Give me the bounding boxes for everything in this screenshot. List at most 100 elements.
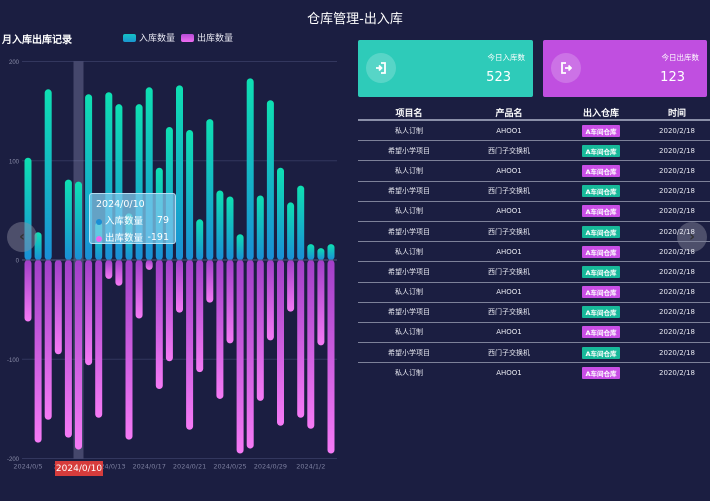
table-row[interactable]: 私人订制 AHOO1 A车间仓库 2020/2/18 (358, 283, 710, 303)
warehouse-badge: A车间仓库 (582, 367, 620, 380)
cell-time: 2020/2/18 (659, 328, 695, 337)
chart-canvas[interactable]: 2001000-100-2002024/0/52024/0/92024/0/13… (0, 50, 345, 480)
cell-product: 西门子交换机 (488, 146, 530, 155)
chart-tooltip: 2024/0/10 入库数量 79 出库数量 -191 (89, 193, 176, 244)
table-row[interactable]: 私人订制 AHOO1 A车间仓库 2020/2/18 (358, 121, 710, 142)
legend-label: 出库数量 (197, 34, 234, 44)
svg-text:2024/0/5: 2024/0/5 (13, 463, 42, 471)
cell-time: 2020/2/18 (659, 267, 695, 276)
cell-warehouse: A车间仓库 (558, 185, 644, 198)
cell-warehouse: A车间仓库 (558, 164, 644, 177)
cell-time: 2020/2/18 (659, 308, 695, 317)
table-row[interactable]: 希望小学项目 西门子交换机 A车间仓库 2020/2/18 (358, 182, 710, 202)
warehouse-badge: A车间仓库 (582, 185, 620, 198)
cell-warehouse: A车间仓库 (558, 346, 644, 359)
warehouse-badge: A车间仓库 (582, 346, 620, 359)
cell-time: 2020/2/18 (659, 288, 695, 297)
cell-time: 2020/2/18 (659, 227, 695, 236)
inbound-today-card[interactable]: 今日入库数 523 (358, 40, 533, 97)
table-row[interactable]: 希望小学项目 西门子交换机 A车间仓库 2020/2/18 (358, 343, 710, 364)
table-row[interactable]: 希望小学项目 西门子交换机 A车间仓库 2020/2/18 (358, 222, 710, 243)
chart-title: 月入库出库记录 (2, 35, 72, 46)
legend-item-inbound[interactable]: 入库数量 (123, 31, 175, 44)
table-next-button[interactable]: › (677, 222, 707, 252)
chart-prev-button[interactable]: ‹ (7, 222, 37, 252)
sign-out-icon-wrap (551, 53, 581, 83)
table-row[interactable]: 私人订制 AHOO1 A车间仓库 2020/2/18 (358, 363, 710, 383)
warehouse-badge: A车间仓库 (582, 124, 620, 137)
cell-project: 希望小学项目 (388, 187, 430, 196)
table-row[interactable]: 私人订制 AHOO1 A车间仓库 2020/2/18 (358, 323, 710, 344)
table-row[interactable]: 私人订制 AHOO1 A车间仓库 2020/2/18 (358, 202, 710, 222)
tooltip-label: 出库数量 (105, 233, 144, 244)
warehouse-badge: A车间仓库 (582, 205, 620, 218)
cell-project: 私人订制 (395, 369, 423, 378)
outbound-today-card[interactable]: 今日出库数 123 (543, 40, 707, 97)
cell-product: 西门子交换机 (488, 348, 530, 357)
svg-text:100: 100 (9, 159, 20, 165)
cell-warehouse: A车间仓库 (558, 286, 644, 299)
cell-project: 私人订制 (395, 126, 423, 135)
cell-warehouse: A车间仓库 (558, 265, 644, 278)
tooltip-row-outbound: 出库数量 -191 (96, 230, 169, 244)
cell-product: AHOO1 (496, 288, 522, 297)
svg-text:2024/1/2: 2024/1/2 (296, 463, 325, 471)
cell-product: AHOO1 (496, 328, 522, 337)
svg-text:0: 0 (16, 259, 20, 265)
cell-warehouse: A车间仓库 (558, 124, 644, 137)
cell-project: 希望小学项目 (388, 348, 430, 357)
warehouse-badge: A车间仓库 (582, 164, 620, 177)
svg-text:2024/0/29: 2024/0/29 (254, 463, 287, 471)
cell-time: 2020/2/18 (659, 247, 695, 256)
table-row[interactable]: 希望小学项目 西门子交换机 A车间仓库 2020/2/18 (358, 262, 710, 283)
cell-project: 私人订制 (395, 288, 423, 297)
cell-project: 希望小学项目 (388, 267, 430, 276)
cell-warehouse: A车间仓库 (558, 205, 644, 218)
cell-project: 希望小学项目 (388, 146, 430, 155)
legend-swatch-inbound (123, 33, 136, 42)
card-label: 今日入库数 (487, 53, 526, 62)
sign-out-icon (561, 62, 572, 74)
header-time[interactable]: 时间 (667, 109, 686, 119)
cell-product: AHOO1 (496, 369, 522, 378)
table-row[interactable]: 私人订制 AHOO1 A车间仓库 2020/2/18 (358, 161, 710, 182)
table-row[interactable]: 私人订制 AHOO1 A车间仓库 2020/2/18 (358, 242, 710, 263)
warehouse-badge: A车间仓库 (582, 326, 620, 339)
table-row[interactable]: 希望小学项目 西门子交换机 A车间仓库 2020/2/18 (358, 303, 710, 323)
axis-pointer-label: 2024/0/10 (55, 461, 103, 476)
cell-warehouse: A车间仓库 (558, 306, 644, 319)
tooltip-row-inbound: 入库数量 79 (96, 213, 169, 227)
tooltip-label: 入库数量 (105, 216, 144, 227)
cell-time: 2020/2/18 (659, 207, 695, 216)
tooltip-dot-icon (96, 218, 102, 225)
cell-product: 西门子交换机 (488, 308, 530, 317)
cell-warehouse: A车间仓库 (558, 225, 644, 238)
header-project[interactable]: 项目名 (395, 109, 423, 119)
cell-product: 西门子交换机 (488, 227, 530, 236)
legend-label: 入库数量 (139, 34, 176, 44)
cell-product: AHOO1 (496, 126, 522, 135)
cell-time: 2020/2/18 (659, 348, 695, 357)
cell-project: 私人订制 (395, 247, 423, 256)
cell-project: 私人订制 (395, 207, 423, 216)
table-row[interactable]: 希望小学项目 西门子交换机 A车间仓库 2020/2/18 (358, 141, 710, 162)
tooltip-value: -191 (147, 231, 169, 243)
legend-swatch-outbound (181, 33, 195, 42)
header-product[interactable]: 产品名 (495, 109, 523, 119)
warehouse-badge: A车间仓库 (582, 265, 620, 278)
cell-time: 2020/2/18 (659, 146, 695, 155)
cell-warehouse: A车间仓库 (558, 326, 644, 339)
sign-in-icon-wrap (366, 53, 396, 83)
tooltip-date: 2024/0/10 (96, 199, 145, 210)
chart-legend: 入库数量 出库数量 (123, 31, 233, 44)
header-warehouse[interactable]: 出入仓库 (582, 109, 619, 119)
card-value: 123 (660, 70, 685, 85)
cell-product: AHOO1 (496, 207, 522, 216)
tooltip-value: 79 (156, 214, 169, 226)
chevron-right-icon: › (689, 229, 695, 245)
bar-chart[interactable]: 2001000-100-2002024/0/52024/0/92024/0/13… (0, 50, 345, 480)
table-header: 项目名 产品名 出入仓库 时间 (358, 106, 710, 121)
legend-item-outbound[interactable]: 出库数量 (181, 31, 233, 44)
cell-warehouse: A车间仓库 (558, 144, 644, 157)
svg-text:2024/0/25: 2024/0/25 (213, 463, 246, 471)
